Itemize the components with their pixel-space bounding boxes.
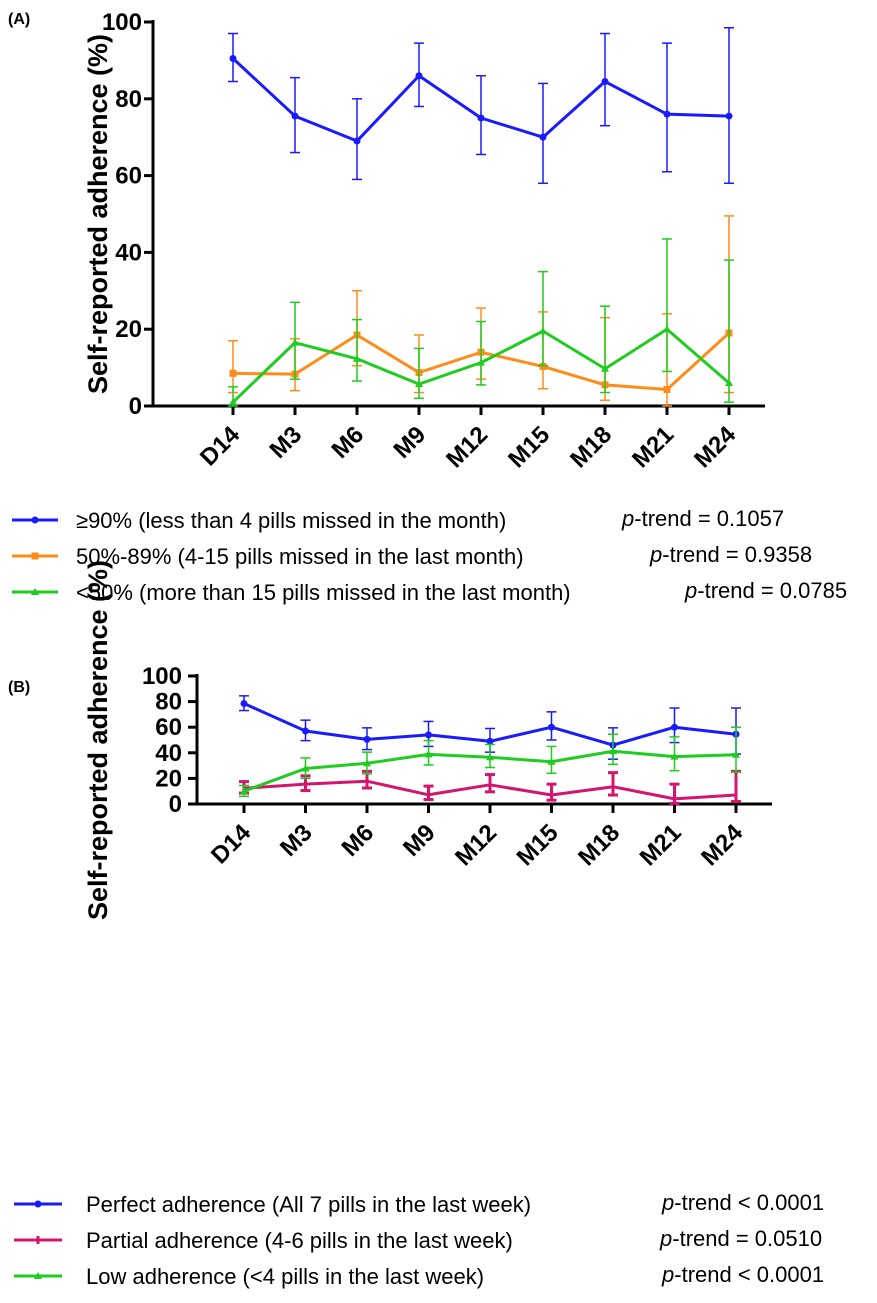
series-0	[239, 695, 741, 760]
y-tick-label: 80	[155, 689, 182, 716]
data-point	[601, 364, 609, 372]
legend-label: 50%-89% (4-15 pills missed in the last m…	[76, 544, 524, 569]
y-tick-label: 0	[129, 393, 142, 420]
data-point	[663, 110, 671, 118]
legend-label: <50% (more than 15 pills missed in the l…	[76, 580, 571, 605]
x-tick-label: D14	[195, 421, 246, 472]
data-point	[663, 325, 671, 333]
chart-panel-a: (A) 0 20 40 60 80 100 D14 M3 M6 M9 M12 M15 M18 M21 M24 S…	[8, 9, 847, 605]
data-point	[548, 723, 555, 731]
p-trend-label: p-trend = 0.0785	[684, 578, 847, 603]
y-axis-title: Self-reported adherence (%)	[83, 34, 113, 394]
y-tick-label: 100	[102, 9, 142, 36]
y-tick-label: 40	[155, 740, 182, 767]
series-2	[239, 726, 741, 798]
x-tick-label: M18	[573, 819, 625, 871]
x-tick-label: M15	[512, 819, 564, 871]
data-point	[229, 54, 237, 62]
x-tick-label: M9	[389, 421, 432, 464]
data-point	[663, 385, 671, 393]
data-point	[291, 112, 299, 120]
x-tick-label: M12	[450, 819, 502, 871]
x-tick-label: M15	[503, 421, 555, 473]
p-trend-label: p-trend < 0.0001	[661, 1262, 824, 1287]
series-0	[228, 27, 734, 185]
data-point	[363, 759, 371, 767]
data-point	[725, 378, 733, 386]
panel-label: (B)	[8, 679, 30, 696]
series-2	[228, 238, 734, 407]
legend-marker	[34, 1200, 42, 1208]
series-1	[239, 769, 741, 805]
data-point	[539, 327, 547, 335]
data-point	[415, 380, 423, 388]
p-trend-label: p-trend < 0.0001	[661, 1190, 824, 1215]
data-point	[732, 750, 740, 758]
data-point	[302, 727, 309, 735]
data-point	[353, 137, 361, 145]
x-tick-label: M6	[327, 421, 370, 464]
data-point	[539, 133, 547, 141]
y-tick-label: 20	[155, 765, 182, 792]
data-point	[609, 747, 617, 755]
data-point	[353, 354, 361, 362]
x-tick-label: M24	[696, 819, 749, 872]
data-point	[486, 753, 494, 761]
panel-label: (A)	[8, 11, 30, 28]
x-tick-label: M3	[265, 421, 308, 464]
legend-label: Low adherence (<4 pills in the last week…	[86, 1264, 484, 1289]
data-point	[486, 737, 494, 745]
data-point	[229, 398, 237, 406]
p-trend-label: p-trend = 0.1057	[621, 506, 784, 531]
y-tick-label: 80	[115, 86, 142, 113]
data-point	[415, 72, 423, 80]
x-tick-label: M18	[565, 421, 617, 473]
data-point	[725, 112, 733, 120]
data-point	[229, 369, 237, 377]
data-point	[601, 78, 609, 86]
x-tick-label: M6	[337, 819, 380, 862]
data-point	[670, 752, 679, 760]
y-tick-label: 100	[142, 663, 182, 690]
data-point	[477, 114, 485, 122]
y-tick-label: 60	[155, 714, 182, 741]
y-tick-label: 20	[115, 316, 142, 343]
y-tick-label: 40	[115, 239, 142, 266]
y-tick-label: 60	[115, 163, 142, 190]
x-tick-label: M21	[635, 819, 687, 871]
x-tick-label: D14	[206, 819, 257, 870]
x-tick-label: M12	[441, 421, 493, 473]
x-tick-label: M9	[398, 819, 441, 862]
data-point	[425, 731, 432, 739]
data-point	[240, 700, 248, 708]
y-axis-title: Self-reported adherence (%)	[83, 560, 113, 920]
legend-marker	[31, 588, 39, 595]
legend-label: Partial adherence (4-6 pills in the last…	[86, 1228, 513, 1253]
data-point	[671, 723, 678, 731]
x-tick-label: M21	[627, 421, 679, 473]
data-point	[547, 757, 556, 765]
legend-marker	[31, 516, 39, 524]
data-point	[539, 362, 547, 370]
x-tick-label: M24	[689, 421, 742, 474]
data-point	[363, 735, 371, 743]
legend-label: Perfect adherence (All 7 pills in the la…	[86, 1192, 531, 1217]
p-trend-label: p-trend = 0.0510	[659, 1226, 822, 1251]
data-point	[424, 750, 433, 758]
x-tick-label: M3	[275, 819, 318, 862]
legend-label: ≥90% (less than 4 pills missed in the mo…	[76, 508, 506, 533]
data-point	[240, 787, 248, 795]
data-point	[301, 764, 310, 772]
data-point	[477, 358, 485, 366]
p-trend-label: p-trend = 0.9358	[649, 542, 812, 567]
legend-marker	[31, 552, 39, 560]
data-point	[291, 338, 299, 346]
legend-marker	[34, 1272, 42, 1279]
y-tick-label: 0	[169, 791, 182, 818]
